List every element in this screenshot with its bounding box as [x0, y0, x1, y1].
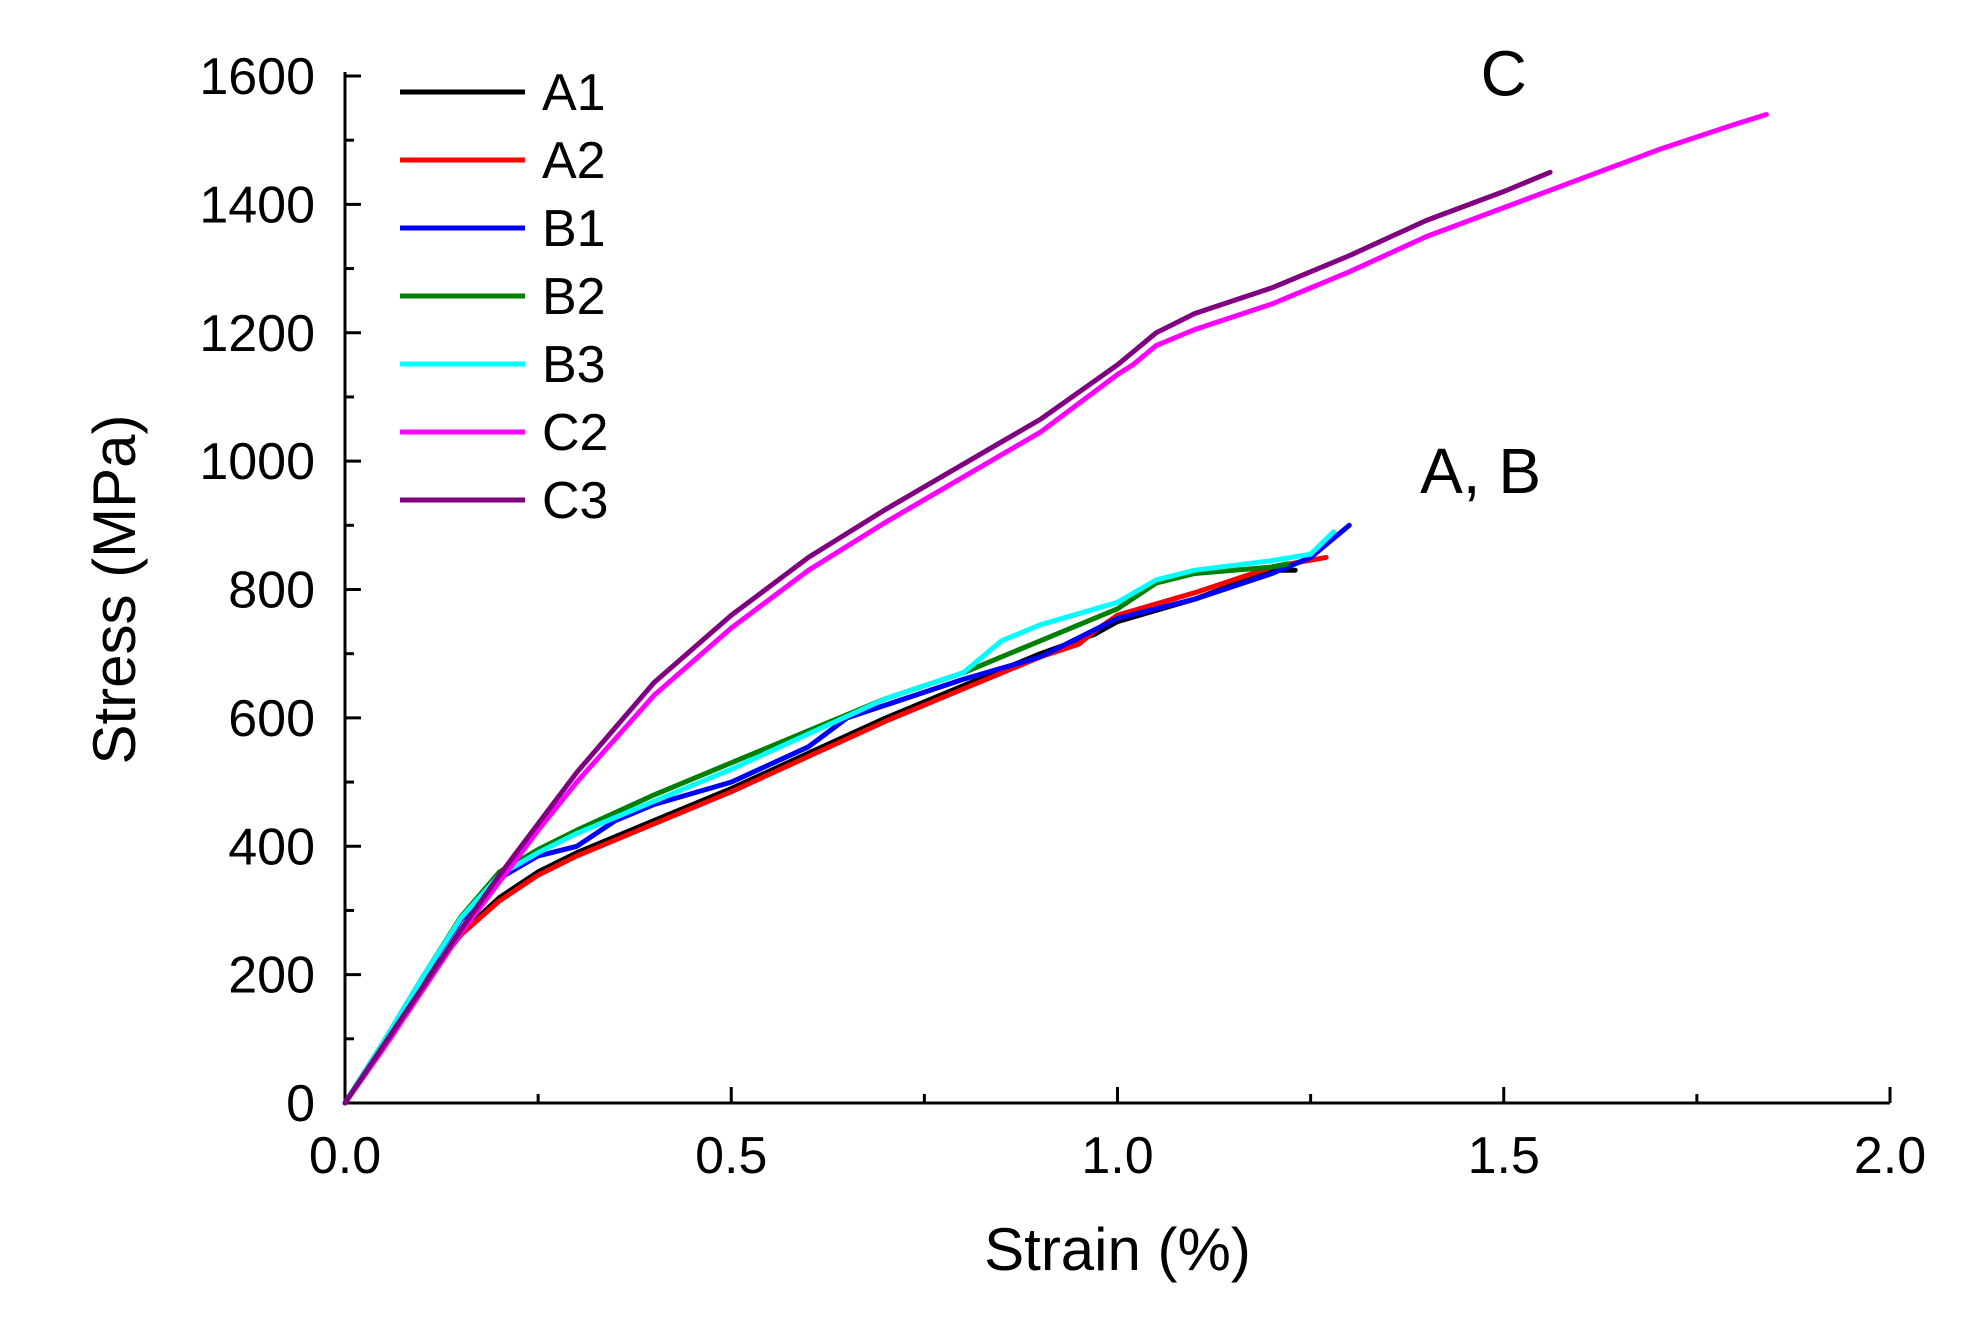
legend-label-c3: C3 [542, 472, 608, 530]
annotation-c: C [1481, 37, 1527, 109]
x-tick-label: 2.0 [1854, 1127, 1926, 1185]
x-tick-label: 1.0 [1081, 1127, 1153, 1185]
legend: A1 A2 B1 B2 B3 C2 C3 [400, 64, 608, 530]
y-tick-label: 1400 [199, 176, 315, 234]
legend-label-b2: B2 [542, 268, 606, 326]
y-tick-label: 400 [228, 818, 315, 876]
y-tick-label: 0 [286, 1075, 315, 1133]
y-tick-label: 200 [228, 947, 315, 1005]
x-tick-label: 1.5 [1468, 1127, 1540, 1185]
y-tick-label: 800 [228, 562, 315, 620]
legend-label-b1: B1 [542, 200, 606, 258]
series-line-b3 [342, 529, 1337, 1106]
series-line-c2 [342, 112, 1769, 1106]
y-tick-label: 1600 [199, 48, 315, 106]
series-line-c3 [342, 169, 1553, 1106]
y-tick-label: 1000 [199, 433, 315, 491]
x-axis-title: Strain (%) [984, 1216, 1251, 1283]
annotation-a-b: A, B [1420, 435, 1541, 507]
y-axis-title: Stress (MPa) [81, 414, 148, 764]
legend-label-a1: A1 [542, 64, 606, 122]
y-tick-label: 600 [228, 690, 315, 748]
series-group [342, 112, 1769, 1106]
x-tick-label: 0.5 [695, 1127, 767, 1185]
y-tick-label: 1200 [199, 305, 315, 363]
legend-label-a2: A2 [542, 132, 606, 190]
legend-label-c2: C2 [542, 404, 608, 462]
x-tick-label: 0.0 [309, 1127, 381, 1185]
axes: 0 200 400 600 800 1000 1200 1400 1600 0.0 0.5 1.0 1.… [81, 48, 1926, 1283]
legend-label-b3: B3 [542, 336, 606, 394]
annotations: C A, B [1420, 37, 1541, 507]
